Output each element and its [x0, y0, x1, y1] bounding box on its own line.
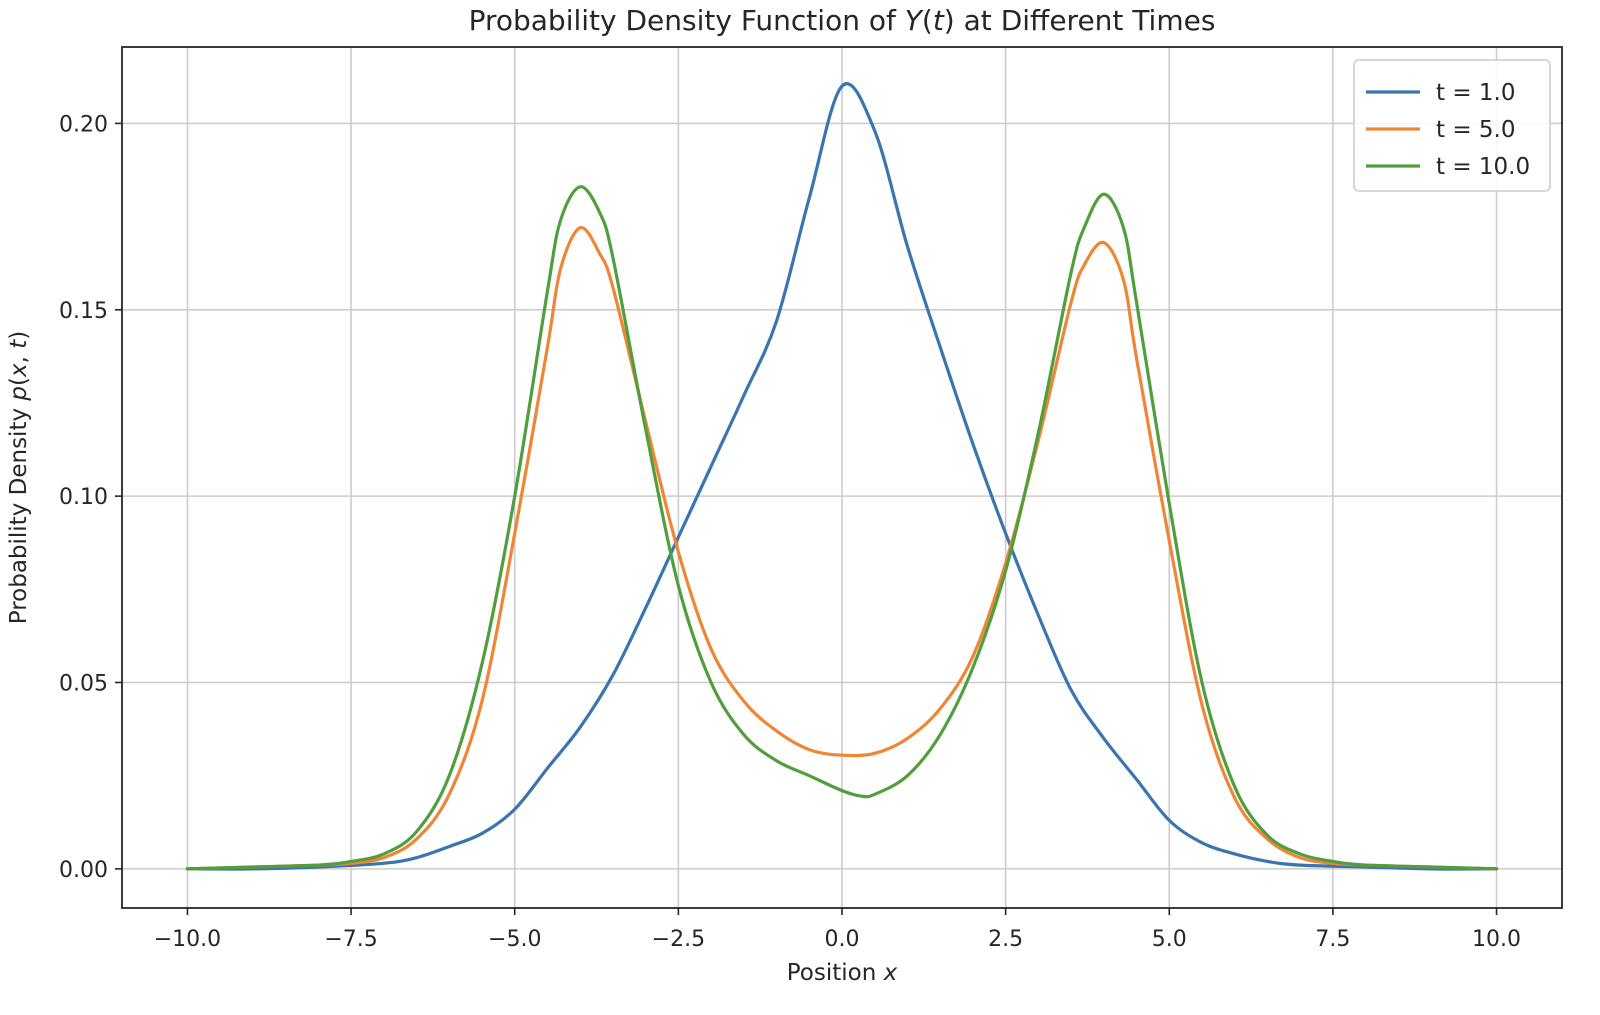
x-tick-label: −5.0	[488, 927, 541, 952]
series-line-3	[185, 185, 1499, 871]
x-tick-label: −10.0	[154, 927, 221, 952]
legend: t = 1.0 t = 5.0 t = 10.0	[1353, 59, 1551, 192]
axis-ticks: −10.0 −7.5 −5.0 −2.5 0.0 2.5 5.0 7.5 10.0 0.00 0.0…	[59, 112, 1521, 952]
legend-label-2: t = 5.0	[1436, 117, 1516, 143]
y-tick-label: 0.05	[59, 672, 108, 697]
x-tick-label: 7.5	[1315, 927, 1350, 952]
x-tick-label: −2.5	[652, 927, 705, 952]
series-line-2	[185, 226, 1499, 871]
x-axis-label: Position x	[787, 960, 898, 986]
y-tick-label: 0.00	[59, 858, 108, 883]
chart-title: Probability Density Function of Y(t) at …	[469, 4, 1216, 37]
x-tick-label: −7.5	[324, 927, 377, 952]
x-tick-label: 2.5	[988, 927, 1023, 952]
x-tick-label: 0.0	[825, 927, 860, 952]
y-axis-label: Probability Density p(x, t)	[6, 331, 32, 625]
y-tick-label: 0.15	[59, 299, 108, 324]
y-tick-label: 0.10	[59, 485, 108, 510]
x-tick-label: 10.0	[1472, 927, 1521, 952]
x-tick-label: 5.0	[1152, 927, 1187, 952]
axis-labels: Probability Density Function of Y(t) at …	[6, 4, 1215, 986]
series-lines	[185, 82, 1499, 871]
legend-label-1: t = 1.0	[1436, 80, 1516, 106]
series-line-1	[185, 82, 1499, 871]
y-tick-label: 0.20	[59, 112, 108, 137]
legend-label-3: t = 10.0	[1436, 154, 1530, 180]
